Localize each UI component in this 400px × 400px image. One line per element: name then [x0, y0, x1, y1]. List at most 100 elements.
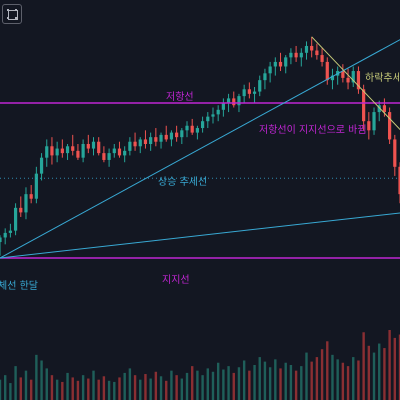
candle-body: [346, 77, 350, 83]
candle-body: [351, 71, 355, 83]
candle-body: [211, 114, 215, 117]
volume-bar: [331, 354, 334, 400]
volume-bar: [372, 352, 376, 400]
volume-bar: [81, 375, 85, 400]
volume-bar: [66, 372, 69, 400]
candle-body: [143, 139, 148, 144]
candle-body: [315, 50, 319, 56]
volume-bar: [237, 367, 241, 400]
candle-body: [195, 128, 200, 133]
candle-body: [180, 130, 184, 138]
candle-body: [237, 96, 241, 106]
volume-bar: [346, 366, 350, 400]
volume-bar: [35, 354, 38, 400]
volume-bar: [139, 379, 142, 400]
candle-body: [284, 57, 288, 67]
candle-body: [190, 125, 194, 133]
volume-bar: [341, 362, 345, 400]
candle-body: [362, 89, 366, 122]
candle-body: [200, 121, 205, 129]
candle-body: [252, 91, 257, 94]
candle-body: [398, 166, 400, 195]
candle-body: [247, 89, 251, 94]
flip-label: 저항선이 지지선으로 바뀜: [259, 124, 367, 136]
candle-body: [8, 230, 12, 233]
volume-bar: [216, 362, 220, 400]
candle-body: [97, 141, 101, 154]
candle-body: [367, 121, 371, 131]
candle-body: [3, 232, 7, 238]
candle-body: [325, 61, 329, 81]
candle-body: [164, 134, 168, 140]
volume-bar: [9, 383, 12, 400]
frame-icon: [8, 10, 18, 20]
volume-bar: [336, 359, 339, 400]
volume-bar: [357, 360, 360, 400]
volume-bar: [170, 370, 173, 400]
volume-bar: [40, 360, 43, 400]
candle-body: [0, 237, 2, 243]
volume-bar: [71, 377, 74, 400]
candle-body: [34, 173, 38, 199]
volume-bar: [102, 376, 106, 400]
volume-bar: [326, 341, 329, 400]
volume-bar: [55, 379, 59, 400]
volume-bar: [242, 360, 246, 400]
frame-tool-button[interactable]: [2, 4, 22, 24]
candle-body: [24, 194, 28, 213]
volume-bar: [107, 380, 111, 400]
volume-bar: [3, 375, 7, 400]
volume-bar: [149, 378, 152, 400]
volume-bar: [61, 381, 64, 400]
volume-bar: [289, 365, 293, 400]
candle-body: [258, 80, 262, 92]
volume-bar: [222, 369, 225, 400]
candle-body: [29, 194, 33, 199]
candle-body: [263, 73, 267, 81]
resistance-label: 저항선: [166, 91, 194, 103]
candle-body: [221, 102, 225, 110]
candle-body: [294, 52, 298, 58]
candle-body: [39, 157, 44, 174]
candle-body: [19, 207, 23, 213]
volume-bar: [388, 330, 391, 400]
volume-bar: [201, 375, 204, 400]
candle-body: [273, 61, 277, 67]
volume-bar: [144, 374, 147, 400]
candle-body: [393, 139, 397, 167]
volume-bar: [45, 368, 48, 400]
candle-body: [175, 132, 179, 138]
candle-body: [117, 148, 122, 156]
candle-body: [299, 52, 303, 58]
candle-body: [76, 150, 80, 158]
candle-body: [123, 150, 127, 156]
volume-bar: [274, 359, 277, 400]
volume-bar: [175, 375, 178, 400]
candle-body: [112, 148, 116, 154]
volume-bar: [362, 332, 365, 400]
candle-body: [320, 55, 324, 62]
candle-body: [159, 134, 163, 142]
candle-body: [50, 146, 54, 156]
candle-body: [128, 141, 132, 151]
volume-bar: [383, 348, 386, 400]
candle-body: [149, 137, 153, 144]
volume-bar: [19, 377, 22, 400]
candle-body: [133, 141, 137, 147]
volume-bar: [14, 366, 17, 400]
volume-bar: [294, 370, 298, 400]
volume-bar: [159, 376, 163, 400]
candle-body: [107, 153, 111, 160]
candle-body: [304, 45, 309, 53]
candle-body: [278, 61, 283, 67]
candle-body: [382, 105, 387, 113]
candle-body: [60, 148, 64, 154]
volume-bar: [87, 378, 90, 400]
candlesticks: [0, 36, 400, 256]
candle-body: [242, 89, 246, 97]
candle-body: [268, 66, 272, 74]
uptrend-label: 상승 추세선: [158, 176, 207, 188]
volume-bar: [196, 370, 199, 400]
